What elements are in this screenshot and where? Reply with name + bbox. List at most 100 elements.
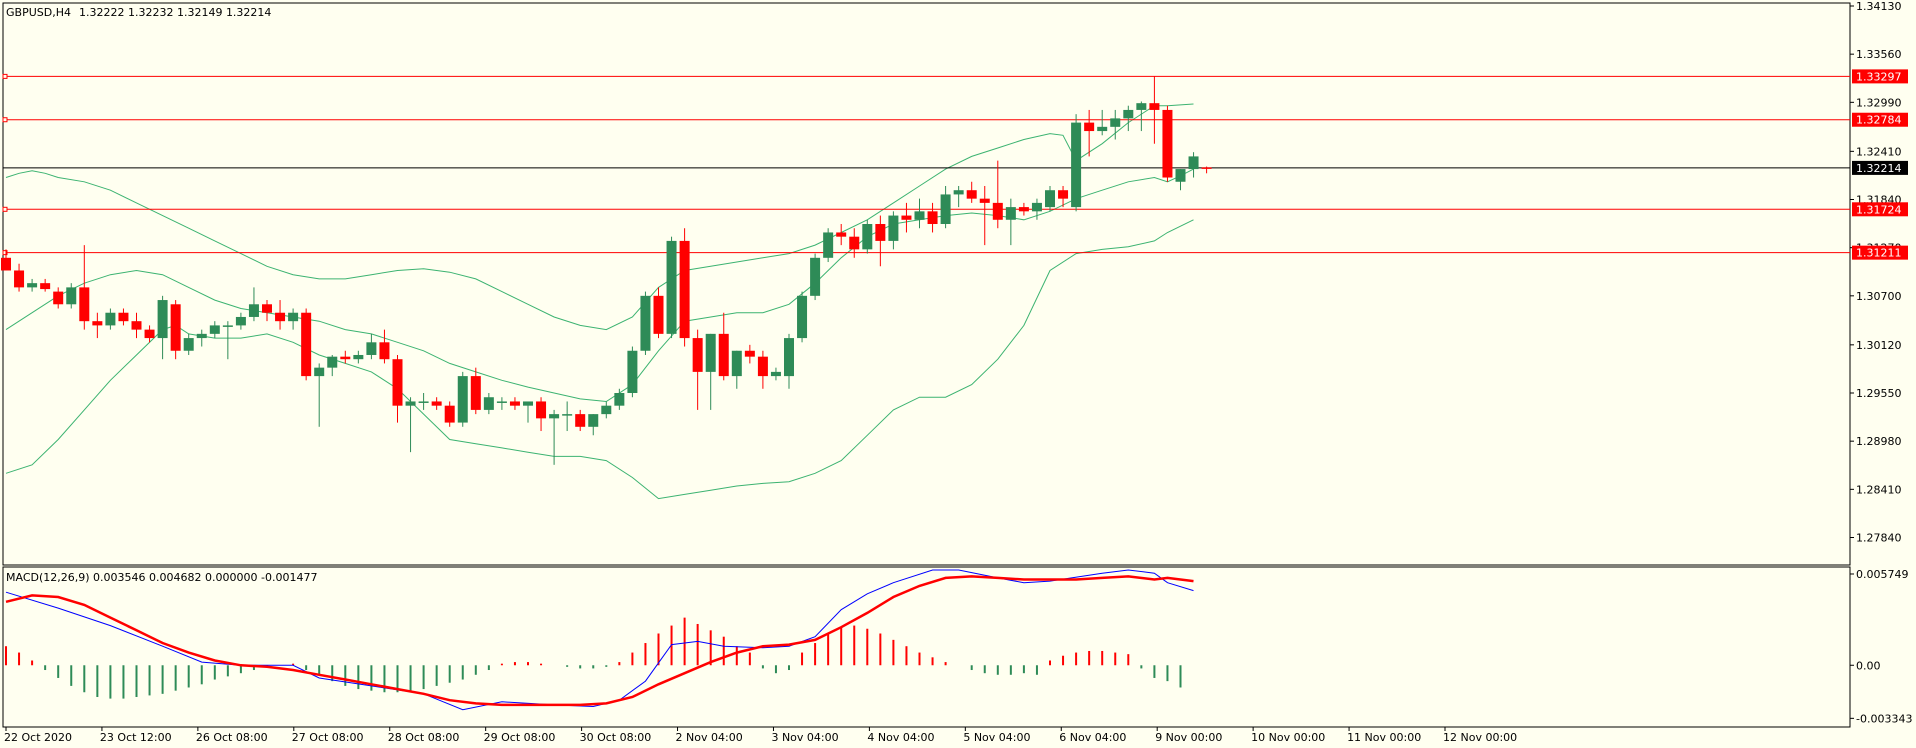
- candle-body: [1005, 207, 1016, 220]
- macd-tick-label: 0.00: [1856, 659, 1881, 672]
- time-tick-label: 28 Oct 08:00: [388, 731, 460, 744]
- candle-body: [536, 401, 547, 419]
- level-badge-label: 1.33297: [1856, 70, 1902, 83]
- candle-body: [992, 202, 1003, 220]
- symbol-info: GBPUSD,H4 1.32222 1.32232 1.32149 1.32214: [6, 6, 271, 19]
- level-badge-label: 1.32784: [1856, 114, 1902, 127]
- level-anchor: [2, 117, 8, 123]
- candle-body: [1149, 103, 1160, 110]
- candle-body: [914, 211, 925, 220]
- candle-body: [379, 342, 390, 360]
- macd-line: [5, 569, 1194, 711]
- candle-body: [457, 376, 468, 423]
- level-anchor: [2, 250, 8, 256]
- time-tick-label: 5 Nov 04:00: [963, 731, 1030, 744]
- level-badge: [1852, 245, 1908, 260]
- time-tick-label: 11 Nov 00:00: [1347, 731, 1421, 744]
- candle-body: [575, 414, 586, 427]
- candle-body: [1084, 122, 1095, 132]
- candle-body: [627, 350, 638, 394]
- candle-body: [1123, 109, 1134, 119]
- price-tick-label: 1.33560: [1856, 48, 1902, 61]
- time-tick-label: 10 Nov 00:00: [1251, 731, 1325, 744]
- level-badge-label: 1.31211: [1856, 247, 1902, 260]
- candle-body: [1175, 169, 1186, 182]
- time-tick-label: 4 Nov 04:00: [867, 731, 934, 744]
- candle-body: [405, 401, 416, 406]
- candle-body: [810, 257, 821, 296]
- candle-body: [953, 190, 964, 195]
- candle-body: [353, 354, 364, 360]
- price-tick-label: 1.32410: [1856, 145, 1902, 158]
- time-tick-label: 26 Oct 08:00: [196, 731, 268, 744]
- candle-body: [66, 287, 77, 305]
- candle-body: [1, 257, 11, 271]
- current-price-label: 1.32214: [1856, 162, 1902, 175]
- ohlc-label: 1.32222 1.32232 1.32149 1.32214: [79, 6, 271, 19]
- candle-body: [1136, 103, 1147, 110]
- level-anchor: [2, 73, 8, 79]
- candle-body: [875, 224, 886, 241]
- price-panel[interactable]: [2, 2, 1851, 566]
- candle-body: [314, 367, 325, 377]
- candle-body: [1058, 190, 1069, 199]
- candle-body: [823, 232, 834, 258]
- candle-body: [523, 401, 533, 406]
- candle-body: [509, 401, 520, 406]
- candle-body: [118, 312, 129, 322]
- macd-indicator: [5, 569, 1194, 711]
- price-tick-label: 1.30700: [1856, 290, 1902, 303]
- macd-axis: 0.005749 0.00 -0.003343: [1850, 568, 1912, 725]
- candle-body: [927, 211, 938, 225]
- time-tick-label: 30 Oct 08:00: [580, 731, 652, 744]
- candle-body: [731, 350, 742, 377]
- time-tick-label: 27 Oct 08:00: [292, 731, 364, 744]
- price-tick-label: 1.28980: [1856, 435, 1902, 448]
- candle-body: [431, 401, 442, 406]
- candle-body: [901, 215, 912, 220]
- level-badge: [1852, 202, 1908, 217]
- candle-body: [588, 414, 599, 427]
- time-tick-label: 22 Oct 2020: [4, 731, 72, 744]
- time-axis: 22 Oct 2020 23 Oct 12:00 26 Oct 08:00 27 Oc…: [4, 727, 1517, 744]
- level-badge-label: 1.31724: [1856, 203, 1902, 216]
- price-tick-label: 1.32990: [1856, 96, 1902, 109]
- candle-body: [757, 356, 768, 377]
- macd-panel[interactable]: [2, 566, 1851, 728]
- macd-label: MACD(12,26,9) 0.003546 0.004682 0.000000…: [6, 571, 317, 584]
- candle-body: [784, 338, 794, 377]
- time-tick-label: 9 Nov 00:00: [1155, 731, 1222, 744]
- candle-body: [196, 333, 207, 339]
- current-price-badge: [1852, 160, 1908, 175]
- horizontal-levels[interactable]: [2, 73, 1850, 256]
- candle-body: [144, 329, 155, 339]
- candle-body: [1018, 207, 1029, 212]
- symbol-label: GBPUSD,H4: [6, 6, 71, 19]
- candle-body: [849, 236, 860, 250]
- candle-body: [53, 291, 64, 305]
- candle-body: [1188, 156, 1199, 170]
- price-tick-label: 1.30120: [1856, 339, 1902, 352]
- candle-body: [718, 333, 729, 377]
- candle-body: [705, 333, 716, 372]
- level-badge: [1852, 69, 1908, 84]
- candle-body: [653, 295, 664, 334]
- candle-body: [562, 414, 573, 416]
- candle-body: [1162, 109, 1173, 178]
- candle-body: [1110, 118, 1121, 127]
- candle-body: [1071, 122, 1082, 208]
- candle-body: [940, 194, 951, 225]
- price-tick-label: 1.34130: [1856, 0, 1902, 13]
- signal-line: [5, 575, 1194, 707]
- candle-body: [262, 304, 272, 313]
- candle-body: [692, 338, 703, 372]
- candle-body: [327, 356, 338, 368]
- candle-body: [14, 270, 25, 288]
- macd-tick-label: 0.005749: [1856, 568, 1909, 581]
- candle-body: [444, 405, 455, 423]
- candle-body: [836, 232, 847, 237]
- candle-body: [105, 312, 116, 326]
- candle-body: [797, 295, 808, 339]
